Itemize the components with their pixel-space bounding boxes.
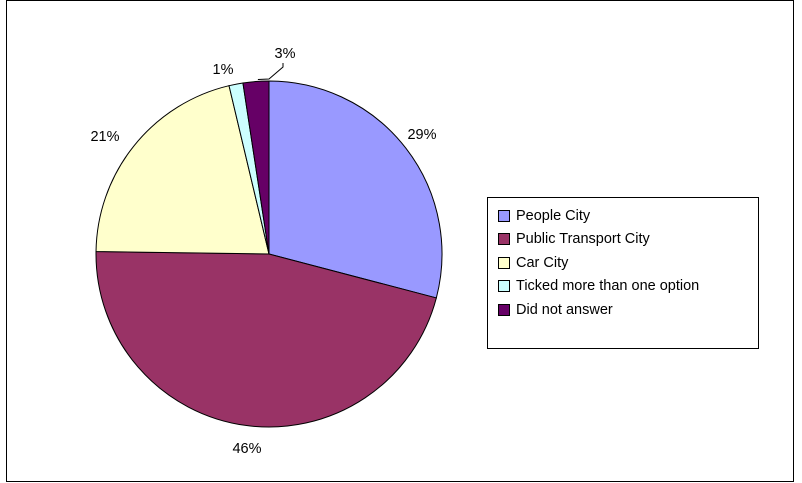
data-label-car-city: 21% bbox=[90, 129, 119, 145]
data-label-public-transport-city: 46% bbox=[232, 441, 261, 457]
legend-label: Public Transport City bbox=[516, 231, 650, 248]
data-label-did-not-answer: 3% bbox=[275, 46, 296, 62]
legend-swatch bbox=[498, 233, 510, 246]
legend-label: People City bbox=[516, 207, 591, 224]
legend-item: People City bbox=[498, 204, 758, 228]
legend-swatch bbox=[498, 280, 510, 293]
data-labels: 29% 46% 21% 1% 3% bbox=[90, 46, 436, 457]
leader-line-did-not-answer bbox=[257, 63, 284, 80]
data-label-people-city: 29% bbox=[407, 127, 436, 143]
pie-slice-did-not-answer bbox=[242, 80, 270, 255]
legend-swatch bbox=[498, 256, 510, 269]
legend: People City Public Transport City Car City… bbox=[487, 197, 759, 349]
legend-swatch bbox=[498, 209, 510, 222]
leader-lines bbox=[257, 63, 284, 80]
legend-item: Car City bbox=[498, 251, 758, 275]
legend-label: Car City bbox=[516, 254, 569, 271]
legend-swatch bbox=[498, 303, 510, 316]
legend-item: Public Transport City bbox=[498, 228, 758, 252]
chart-area: 29% 46% 21% 1% 3% People City Public Transpor… bbox=[6, 0, 794, 482]
legend-label: Ticked more than one option bbox=[516, 278, 700, 295]
pie-slice-people-city bbox=[268, 80, 443, 299]
legend-item: Did not answer bbox=[498, 298, 758, 322]
pie-chart: 29% 46% 21% 1% 3% bbox=[90, 46, 443, 457]
pie-slices bbox=[95, 80, 443, 428]
pie-slice-public-transport-city bbox=[95, 251, 437, 428]
legend-label: Did not answer bbox=[516, 301, 613, 318]
pie-slice-car-city bbox=[95, 85, 270, 255]
data-label-ticked-more-than-one-option: 1% bbox=[213, 62, 234, 78]
legend-item: Ticked more than one option bbox=[498, 275, 758, 299]
